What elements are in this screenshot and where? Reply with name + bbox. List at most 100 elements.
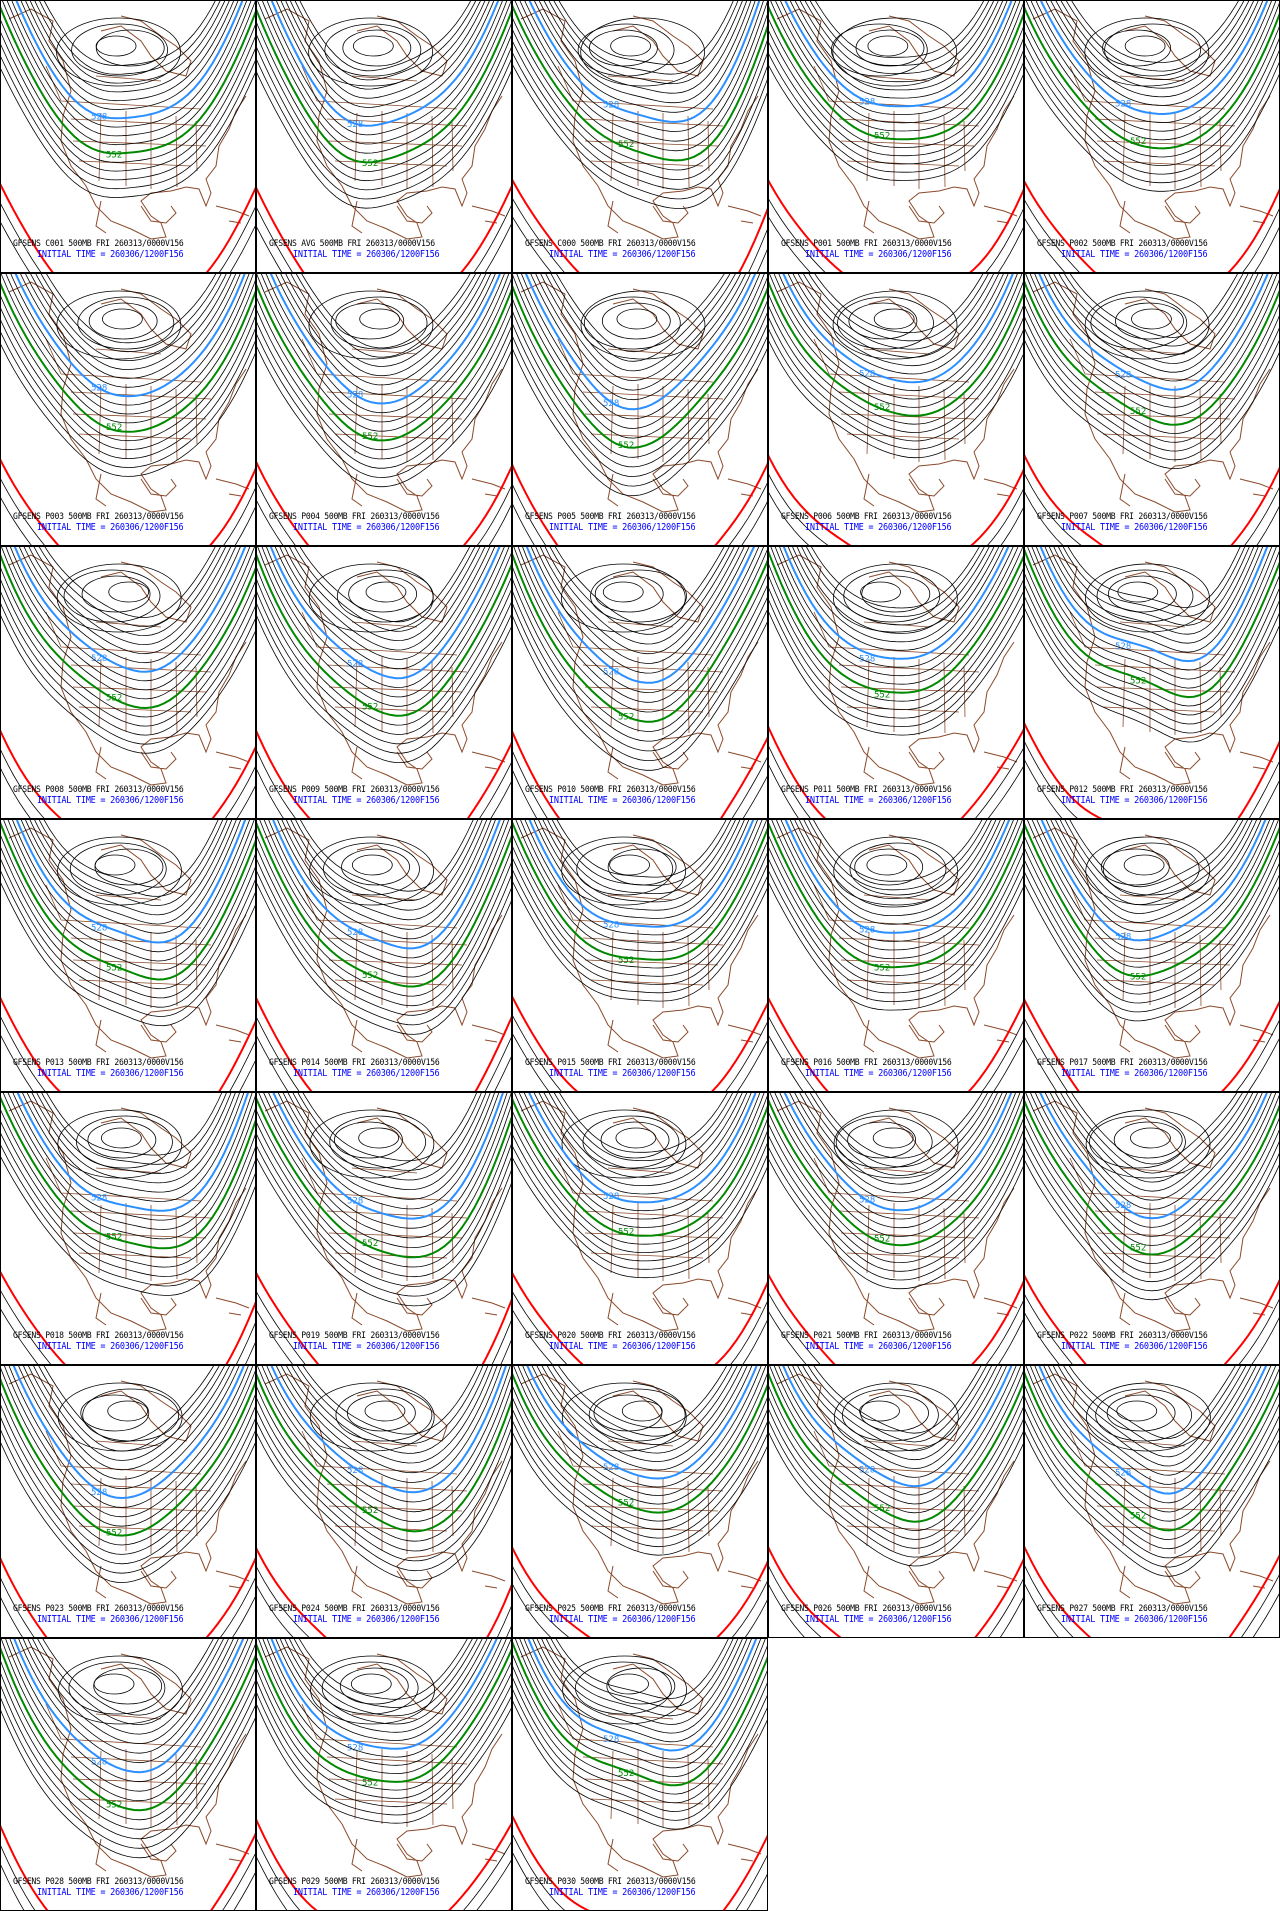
height-contour bbox=[1069, 820, 1239, 888]
height-contour bbox=[348, 575, 418, 613]
height-contour bbox=[601, 302, 671, 340]
height-contour bbox=[1, 331, 255, 468]
height-contour bbox=[833, 1109, 959, 1179]
height-contour bbox=[769, 870, 1023, 1002]
height-contour bbox=[1089, 1115, 1186, 1169]
height-contour bbox=[38, 1366, 220, 1452]
height-contour bbox=[39, 1, 221, 75]
height-contour bbox=[342, 29, 412, 67]
contour-label: 528 bbox=[347, 120, 363, 130]
contour-label: 528 bbox=[91, 113, 107, 123]
height-contour bbox=[364, 1400, 406, 1422]
height-contour bbox=[513, 1111, 767, 1245]
coastline bbox=[264, 1373, 506, 1605]
contour-label: 552 bbox=[106, 963, 122, 973]
height-contour bbox=[522, 547, 760, 694]
panel-title: GFSENS P011 500MB FRI 260313/0000V156 bbox=[781, 785, 952, 795]
height-contour bbox=[1115, 302, 1184, 340]
height-contour bbox=[29, 1, 230, 93]
panel-initial-time: INITIAL TIME = 260306/1200F156 bbox=[549, 1068, 696, 1079]
height-contour bbox=[1064, 274, 1244, 347]
height-contour bbox=[770, 547, 1023, 685]
height-contour bbox=[1050, 1, 1259, 98]
height-contour bbox=[257, 567, 511, 726]
contour-576 bbox=[769, 726, 1023, 818]
height-contour bbox=[40, 274, 222, 353]
height-contour bbox=[1, 307, 255, 451]
height-contour bbox=[513, 1386, 767, 1522]
height-contour bbox=[277, 820, 496, 940]
panel-title: GFSENS P005 500MB FRI 260313/0000V156 bbox=[525, 512, 696, 522]
contour-576 bbox=[769, 1546, 1023, 1637]
height-contour bbox=[1, 1429, 255, 1574]
panel-title: GFSENS AVG 500MB FRI 260313/0000V156 bbox=[269, 239, 435, 249]
height-contour-map: 528552576 bbox=[513, 547, 767, 818]
height-contour bbox=[257, 70, 511, 209]
panel-initial-time: INITIAL TIME = 260306/1200F156 bbox=[549, 795, 696, 806]
height-contour bbox=[1043, 1366, 1262, 1485]
height-contour bbox=[12, 820, 250, 953]
contour-label: 528 bbox=[347, 1197, 363, 1207]
contour-label: 528 bbox=[1115, 370, 1131, 380]
contour-label: 552 bbox=[874, 691, 890, 701]
height-contour bbox=[10, 547, 251, 682]
map-panel: 528552576GFSENS P028 500MB FRI 260313/00… bbox=[0, 1638, 256, 1911]
height-contour bbox=[94, 848, 164, 886]
height-contour bbox=[1025, 66, 1279, 192]
height-contour bbox=[1025, 741, 1279, 818]
height-contour bbox=[832, 290, 958, 360]
height-contour bbox=[257, 1704, 511, 1824]
coastline bbox=[520, 1646, 762, 1878]
height-contour bbox=[513, 1134, 767, 1262]
height-contour bbox=[281, 820, 492, 930]
contour-528 bbox=[782, 274, 1014, 384]
height-contour bbox=[257, 1433, 511, 1581]
height-contour bbox=[1, 1442, 255, 1584]
height-contour bbox=[1, 1697, 255, 1849]
height-contour bbox=[279, 547, 491, 660]
contour-576 bbox=[1025, 1545, 1279, 1637]
map-panel: 528552576GFSENS P030 500MB FRI 260313/00… bbox=[512, 1638, 768, 1911]
height-contour bbox=[621, 1400, 663, 1422]
contour-label: 552 bbox=[1130, 1244, 1146, 1254]
height-contour bbox=[513, 1432, 767, 1556]
height-contour bbox=[1063, 1366, 1241, 1449]
height-contour bbox=[1065, 1, 1245, 72]
height-contour bbox=[860, 581, 901, 603]
height-contour-map: 528552576 bbox=[769, 1093, 1023, 1364]
contour-576 bbox=[257, 1547, 511, 1637]
panel-initial-time: INITIAL TIME = 260306/1200F156 bbox=[549, 522, 696, 533]
height-contour bbox=[1025, 1124, 1279, 1274]
height-contour-map: 528552576 bbox=[769, 1366, 1023, 1637]
height-contour bbox=[1025, 1408, 1279, 1559]
height-contour bbox=[513, 1654, 767, 1795]
height-contour bbox=[583, 296, 681, 350]
contour-528 bbox=[270, 1, 500, 127]
contour-528 bbox=[1039, 547, 1269, 663]
height-contour-map: 528552576 bbox=[257, 1093, 511, 1364]
height-contour bbox=[847, 1121, 917, 1159]
height-contour bbox=[794, 1093, 1003, 1194]
contour-label: 552 bbox=[362, 1778, 378, 1788]
contour-552 bbox=[513, 4, 767, 162]
height-contour bbox=[1055, 820, 1253, 915]
height-contour bbox=[309, 1109, 435, 1179]
coastline bbox=[8, 1100, 250, 1332]
height-contour bbox=[346, 1394, 416, 1432]
height-contour bbox=[1, 203, 255, 272]
height-contour bbox=[524, 820, 758, 936]
height-contour bbox=[5, 1639, 254, 1792]
height-contour bbox=[580, 17, 706, 87]
height-contour bbox=[93, 1673, 135, 1695]
height-contour bbox=[536, 1366, 748, 1463]
panel-title: GFSENS P028 500MB FRI 260313/0000V156 bbox=[13, 1877, 184, 1887]
height-contour bbox=[308, 563, 434, 633]
height-contour bbox=[302, 1093, 477, 1162]
height-contour-map: 528552576 bbox=[1, 1093, 255, 1364]
height-contour bbox=[95, 29, 165, 67]
height-contour bbox=[833, 836, 959, 906]
height-contour bbox=[257, 1, 511, 154]
height-contour bbox=[769, 340, 1023, 459]
height-contour bbox=[513, 858, 767, 985]
panel-initial-time: INITIAL TIME = 260306/1200F156 bbox=[805, 795, 952, 806]
